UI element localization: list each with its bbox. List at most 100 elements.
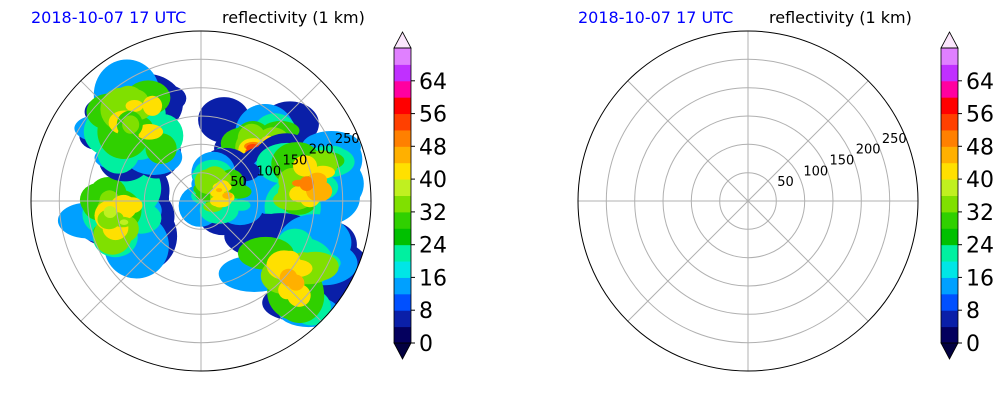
range-ring-250	[58, 58, 344, 344]
colorbar-segment	[394, 195, 411, 213]
range-ring-label: 250	[882, 132, 907, 147]
colorbar-frame	[393, 47, 412, 344]
colorbar-segment	[941, 228, 958, 246]
colorbar-tick-label: 40	[966, 168, 994, 193]
colorbar-tick-label: 0	[419, 332, 433, 357]
range-ring-label: 150	[283, 154, 308, 169]
colorbar-segment	[941, 211, 958, 229]
echo-cell	[292, 179, 305, 187]
range-ring-100	[143, 143, 259, 259]
colorbar-segment	[941, 113, 958, 131]
echo-cell	[299, 176, 315, 192]
colorbar-tick-label: 16	[419, 266, 447, 291]
colorbar-tick-label: 24	[966, 234, 994, 259]
colorbar-tick-label: 8	[966, 299, 980, 324]
colorbar-right: 0 8 16 24 32 40 48 56 64	[940, 31, 994, 360]
panel-left-time-title: 2018-10-07 17 UTC	[31, 8, 186, 27]
colorbar-segment	[394, 113, 411, 131]
colorbar-segment	[941, 244, 958, 262]
range-ring-label: 100	[256, 164, 281, 179]
colorbar-segment	[394, 146, 411, 164]
colorbar-tick-label: 0	[966, 332, 980, 357]
colorbar-segment	[394, 129, 411, 147]
colorbar-tick-label: 40	[419, 168, 447, 193]
colorbar-segment	[941, 162, 958, 180]
echo-cell	[222, 192, 233, 200]
echo-cell	[103, 206, 117, 218]
plot-rim	[30, 30, 372, 372]
colorbar-segment	[394, 162, 411, 180]
range-ring-100	[690, 143, 806, 259]
colorbar-tick-label: 64	[419, 70, 447, 95]
echo-field	[57, 59, 371, 328]
range-ring-label: 200	[856, 143, 881, 158]
colorbar-segment	[941, 48, 958, 65]
panel-right-field-title: reflectivity (1 km)	[769, 8, 912, 27]
colorbar-segment	[941, 293, 958, 311]
colorbar-segment	[394, 277, 411, 295]
colorbar-segment	[941, 195, 958, 213]
colorbar-segment	[941, 277, 958, 295]
range-ring-200	[634, 87, 862, 315]
colorbar-tick-label: 8	[419, 299, 433, 324]
echo-region-band-east	[236, 131, 364, 236]
range-ring-label: 150	[830, 154, 855, 169]
panel-right: 2018-10-07 17 UTC reflectivity (1 km) 50…	[577, 8, 994, 372]
colorbar-tick-label: 24	[419, 234, 447, 259]
colorbar-tick-label: 32	[419, 201, 447, 226]
colorbar-tick-label: 64	[966, 70, 994, 95]
range-ring-label: 100	[803, 164, 828, 179]
colorbar-frame	[940, 47, 959, 344]
range-ring-label: 50	[777, 175, 794, 190]
colorbar-segment	[394, 310, 411, 328]
colorbar-tick-label: 56	[419, 103, 447, 128]
colorbar-tick-label: 48	[419, 135, 447, 160]
colorbar-segment	[394, 48, 411, 65]
colorbar-left: 0 8 16 24 32 40 48 56 64	[393, 31, 447, 360]
colorbar-segment	[394, 293, 411, 311]
echo-cell	[121, 197, 143, 214]
range-ring-200	[87, 87, 315, 315]
colorbar-segment	[394, 80, 411, 98]
colorbar-segment	[941, 146, 958, 164]
colorbar-segment	[394, 261, 411, 278]
colorbar-segment	[394, 244, 411, 262]
panel-left: 2018-10-07 17 UTC reflectivity (1 km) 50…	[30, 8, 447, 372]
colorbar-segment	[941, 64, 958, 82]
echo-region-core-near-radar	[178, 147, 264, 236]
colorbar-extend-max	[393, 31, 412, 49]
colorbar-segment	[394, 326, 411, 344]
colorbar-segment	[394, 64, 411, 82]
colorbar-extend-min	[940, 342, 959, 360]
range-ring-250	[605, 58, 891, 344]
colorbar-segment	[941, 326, 958, 344]
echo-cell	[287, 274, 305, 291]
range-ring-label: 50	[230, 175, 247, 190]
echo-cell	[119, 219, 129, 225]
range-ring-150	[662, 115, 834, 287]
colorbar-segment	[941, 310, 958, 328]
colorbar-segment	[941, 80, 958, 98]
colorbar-extend-min	[393, 342, 412, 360]
echo-cell	[145, 133, 177, 165]
colorbar-extend-max	[940, 31, 959, 49]
colorbar-tick-label: 48	[966, 135, 994, 160]
colorbar-tick-label: 32	[966, 201, 994, 226]
range-ring-label: 200	[309, 143, 334, 158]
echo-cell	[216, 188, 223, 193]
panel-left-field-title: reflectivity (1 km)	[222, 8, 365, 27]
plot-rim	[577, 30, 919, 372]
colorbar-tick-label: 16	[966, 266, 994, 291]
colorbar-segment	[941, 129, 958, 147]
range-ring-50	[172, 172, 230, 230]
colorbar-segment	[394, 228, 411, 246]
panel-right-time-title: 2018-10-07 17 UTC	[578, 8, 733, 27]
range-ring-label: 250	[335, 132, 360, 147]
echo-cell	[125, 100, 144, 112]
echo-cell	[124, 122, 136, 131]
echo-cell	[293, 155, 317, 177]
colorbar-tick-label: 56	[966, 103, 994, 128]
